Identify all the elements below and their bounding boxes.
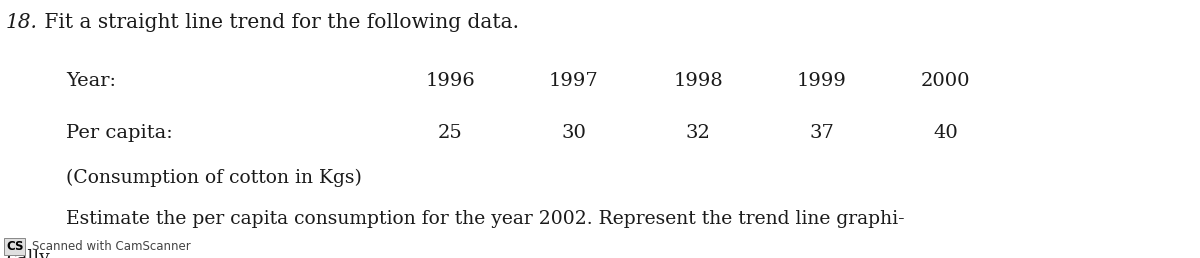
Text: 25: 25: [438, 124, 462, 142]
Text: (Consumption of cotton in Kgs): (Consumption of cotton in Kgs): [66, 169, 362, 187]
Text: Per capita:: Per capita:: [66, 124, 173, 142]
Text: 1996: 1996: [425, 72, 475, 90]
Text: 37: 37: [810, 124, 834, 142]
Text: Fit a straight line trend for the following data.: Fit a straight line trend for the follow…: [38, 13, 520, 32]
Text: 18.: 18.: [6, 13, 38, 32]
Text: Scanned with CamScanner: Scanned with CamScanner: [32, 240, 191, 253]
Text: Estimate the per capita consumption for the year 2002. Represent the trend line : Estimate the per capita consumption for …: [66, 210, 905, 228]
Text: CS: CS: [6, 240, 24, 253]
Text: 2000: 2000: [920, 72, 971, 90]
Text: 40: 40: [934, 124, 958, 142]
Text: 1999: 1999: [797, 72, 847, 90]
Text: 1997: 1997: [548, 72, 599, 90]
Text: Year:: Year:: [66, 72, 116, 90]
Text: 30: 30: [562, 124, 586, 142]
Text: cally.: cally.: [6, 249, 53, 258]
Text: 1998: 1998: [673, 72, 724, 90]
Text: 32: 32: [686, 124, 710, 142]
